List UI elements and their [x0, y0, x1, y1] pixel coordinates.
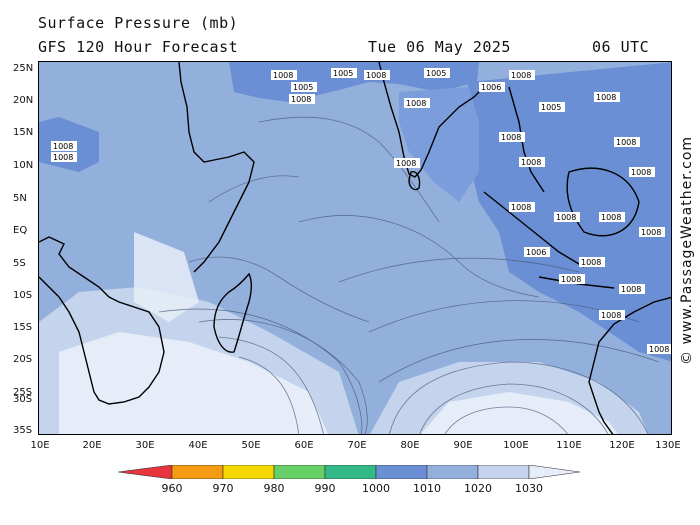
- africa-upper-coast: [178, 62, 255, 273]
- isobar-label-1008-n: 1008: [511, 203, 531, 212]
- isobar-label-1008-k: 1008: [596, 93, 616, 102]
- colorbar-seg-8: [528, 465, 581, 479]
- isobar-label-1008-j: 1008: [521, 158, 541, 167]
- lat-label-10n: 10N: [13, 160, 34, 171]
- isobar-label-1006-b: 1006: [526, 248, 546, 257]
- isobar-labels: 1008 1005 1008 1005 1008 1005 1008 1008 …: [51, 68, 671, 354]
- colorbar-seg-2: [222, 465, 275, 479]
- map-title: Surface Pressure (mb): [38, 14, 239, 32]
- lon-label-110e: 110E: [556, 440, 582, 451]
- borneo-coast: [566, 167, 640, 237]
- sumatra-coast: [483, 191, 585, 268]
- colorbar-seg-0: [118, 465, 173, 479]
- isobar-label-1008-b: 1008: [291, 95, 311, 104]
- watermark: © www.PassageWeather.com: [679, 135, 695, 365]
- colorbar-label-1030: 1030: [515, 482, 543, 495]
- lon-label-20e: 20E: [82, 440, 102, 451]
- isobar-label-1008-t: 1008: [621, 285, 641, 294]
- colorbar-seg-5: [375, 465, 428, 479]
- isobar-label-1008-p: 1008: [601, 213, 621, 222]
- lat-label-30s: 30S: [13, 394, 33, 405]
- isobar-label-1008-g: 1008: [396, 159, 416, 168]
- colorbar-label-1020: 1020: [464, 482, 492, 495]
- isobar-label-1005-a: 1005: [293, 83, 313, 92]
- lon-label-70e: 70E: [347, 440, 367, 451]
- lat-label-20s: 20S: [13, 354, 33, 365]
- lon-label-60e: 60E: [294, 440, 314, 451]
- isobar-label-1008-o: 1008: [556, 213, 576, 222]
- isobar-label-1008-a: 1008: [273, 71, 293, 80]
- high-region-aus-1025: [420, 392, 618, 434]
- isobar-label-1008-s: 1008: [561, 275, 581, 284]
- isobar-label-1008-e: 1008: [53, 142, 73, 151]
- low-region-bay-bengal: [399, 87, 479, 202]
- isobar-label-1008-c: 1008: [366, 71, 386, 80]
- madagascar-coast: [213, 272, 252, 353]
- colorbar-label-1010: 1010: [413, 482, 441, 495]
- colorbar-label-960: 960: [161, 482, 183, 495]
- lat-label-5n: 5N: [13, 193, 27, 204]
- lat-label-25n: 25N: [13, 63, 34, 74]
- lon-label-50e: 50E: [241, 440, 261, 451]
- high-region-madagascar: [134, 232, 199, 322]
- map-canvas: 1008 1005 1008 1005 1008 1005 1008 1008 …: [39, 62, 671, 434]
- malay-coast: [508, 86, 545, 193]
- africa-coast: [39, 236, 165, 405]
- lat-label-35s-offscreen: 35S: [13, 425, 33, 436]
- colorbar-seg-7: [477, 465, 530, 479]
- lat-label-20n: 20N: [13, 95, 34, 106]
- isobar-label-1008-d: 1008: [406, 99, 426, 108]
- colorbar-seg-3: [273, 465, 326, 479]
- lon-label-30e: 30E: [135, 440, 155, 451]
- lat-label-15s: 15S: [13, 322, 33, 333]
- isobar-label-1006-a: 1006: [481, 83, 501, 92]
- isobar-label-1005-d: 1005: [541, 103, 561, 112]
- forecast-subtitle: GFS 120 Hour Forecast: [38, 38, 239, 56]
- isobar-label-1005-b: 1005: [333, 69, 353, 78]
- isobar-label-1008-v: 1008: [649, 345, 669, 354]
- colorbar-label-970: 970: [212, 482, 234, 495]
- high-region-south-africa-1025: [59, 332, 329, 434]
- colorbar-label-980: 980: [263, 482, 285, 495]
- india-coast: [378, 62, 485, 178]
- isobar-label-1008-f: 1008: [53, 153, 73, 162]
- pressure-map: 1008 1005 1008 1005 1008 1005 1008 1008 …: [38, 61, 672, 435]
- isobar-label-1008-l: 1008: [616, 138, 636, 147]
- lon-label-120e: 120E: [609, 440, 635, 451]
- colorbar-seg-1: [171, 465, 224, 479]
- lon-label-80e: 80E: [400, 440, 420, 451]
- lon-label-40e: 40E: [188, 440, 208, 451]
- colorbar-seg-6: [426, 465, 479, 479]
- isobar-label-1008-i: 1008: [501, 133, 521, 142]
- isobar-label-1008-r: 1008: [581, 258, 601, 267]
- lat-label-eq: EQ: [13, 225, 28, 236]
- isobar-label-1008-m: 1008: [631, 168, 651, 177]
- isobar-label-1008-u: 1008: [601, 311, 621, 320]
- forecast-time: 06 UTC: [592, 38, 650, 56]
- lat-label-5s: 5S: [13, 258, 26, 269]
- forecast-date: Tue 06 May 2025: [368, 38, 511, 56]
- isobar-label-1008-h: 1008: [511, 71, 531, 80]
- colorbar-seg-4: [324, 465, 377, 479]
- lon-label-10e: 10E: [30, 440, 50, 451]
- colorbar-label-990: 990: [314, 482, 336, 495]
- coastlines: [39, 62, 671, 434]
- srilanka-coast: [408, 171, 421, 191]
- lat-label-15n: 15N: [13, 127, 34, 138]
- lon-label-90e: 90E: [453, 440, 473, 451]
- lat-label-10s: 10S: [13, 290, 33, 301]
- lon-label-100e: 100E: [503, 440, 529, 451]
- isobar-label-1005-c: 1005: [426, 69, 446, 78]
- lat-label-25s: 25S: [13, 387, 33, 398]
- colorbar-label-1000: 1000: [362, 482, 390, 495]
- isobar-lines: [158, 116, 660, 434]
- lon-label-130e: 130E: [655, 440, 681, 451]
- isobar-label-1008-q: 1008: [641, 228, 661, 237]
- pressure-colorbar: [118, 465, 581, 479]
